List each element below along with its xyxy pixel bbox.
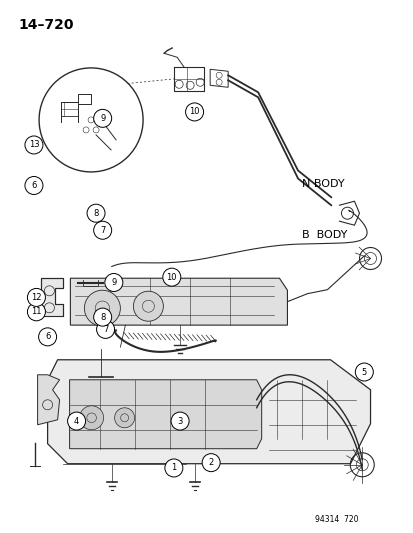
- Text: N BODY: N BODY: [301, 179, 344, 189]
- Text: 10: 10: [166, 273, 177, 281]
- Text: 4: 4: [74, 417, 79, 425]
- Circle shape: [38, 328, 57, 346]
- Text: 2: 2: [208, 458, 213, 467]
- Text: 10: 10: [189, 108, 199, 116]
- Circle shape: [133, 291, 163, 321]
- Text: 94314  720: 94314 720: [314, 515, 357, 524]
- Circle shape: [25, 136, 43, 154]
- Circle shape: [164, 459, 183, 477]
- Circle shape: [185, 103, 203, 121]
- Text: 9: 9: [100, 114, 105, 123]
- Text: 6: 6: [31, 181, 36, 190]
- Polygon shape: [47, 360, 370, 464]
- Text: 1: 1: [171, 464, 176, 472]
- Text: 5: 5: [361, 368, 366, 376]
- Circle shape: [87, 204, 105, 222]
- Circle shape: [354, 363, 373, 381]
- Text: 9: 9: [111, 278, 116, 287]
- Polygon shape: [41, 278, 63, 316]
- Circle shape: [27, 288, 45, 306]
- Circle shape: [114, 408, 134, 428]
- Circle shape: [202, 454, 220, 472]
- Text: 7: 7: [103, 325, 108, 334]
- Circle shape: [25, 176, 43, 195]
- Text: 6: 6: [45, 333, 50, 341]
- Text: 14–720: 14–720: [18, 18, 74, 32]
- Circle shape: [67, 412, 85, 430]
- Circle shape: [84, 290, 120, 326]
- Polygon shape: [69, 380, 261, 449]
- Circle shape: [171, 412, 189, 430]
- Circle shape: [104, 273, 123, 292]
- Text: 8: 8: [100, 313, 105, 321]
- Text: 13: 13: [28, 141, 39, 149]
- Circle shape: [162, 268, 180, 286]
- Circle shape: [96, 320, 114, 338]
- Polygon shape: [70, 278, 287, 325]
- Text: 8: 8: [93, 209, 98, 217]
- Text: B  BODY: B BODY: [301, 230, 347, 239]
- Text: 3: 3: [177, 417, 182, 425]
- Text: 11: 11: [31, 308, 42, 316]
- Text: 12: 12: [31, 293, 42, 302]
- Polygon shape: [38, 375, 59, 425]
- Circle shape: [93, 308, 112, 326]
- Circle shape: [79, 406, 103, 430]
- Circle shape: [93, 221, 112, 239]
- Text: 7: 7: [100, 226, 105, 235]
- Circle shape: [93, 109, 112, 127]
- Circle shape: [27, 303, 45, 321]
